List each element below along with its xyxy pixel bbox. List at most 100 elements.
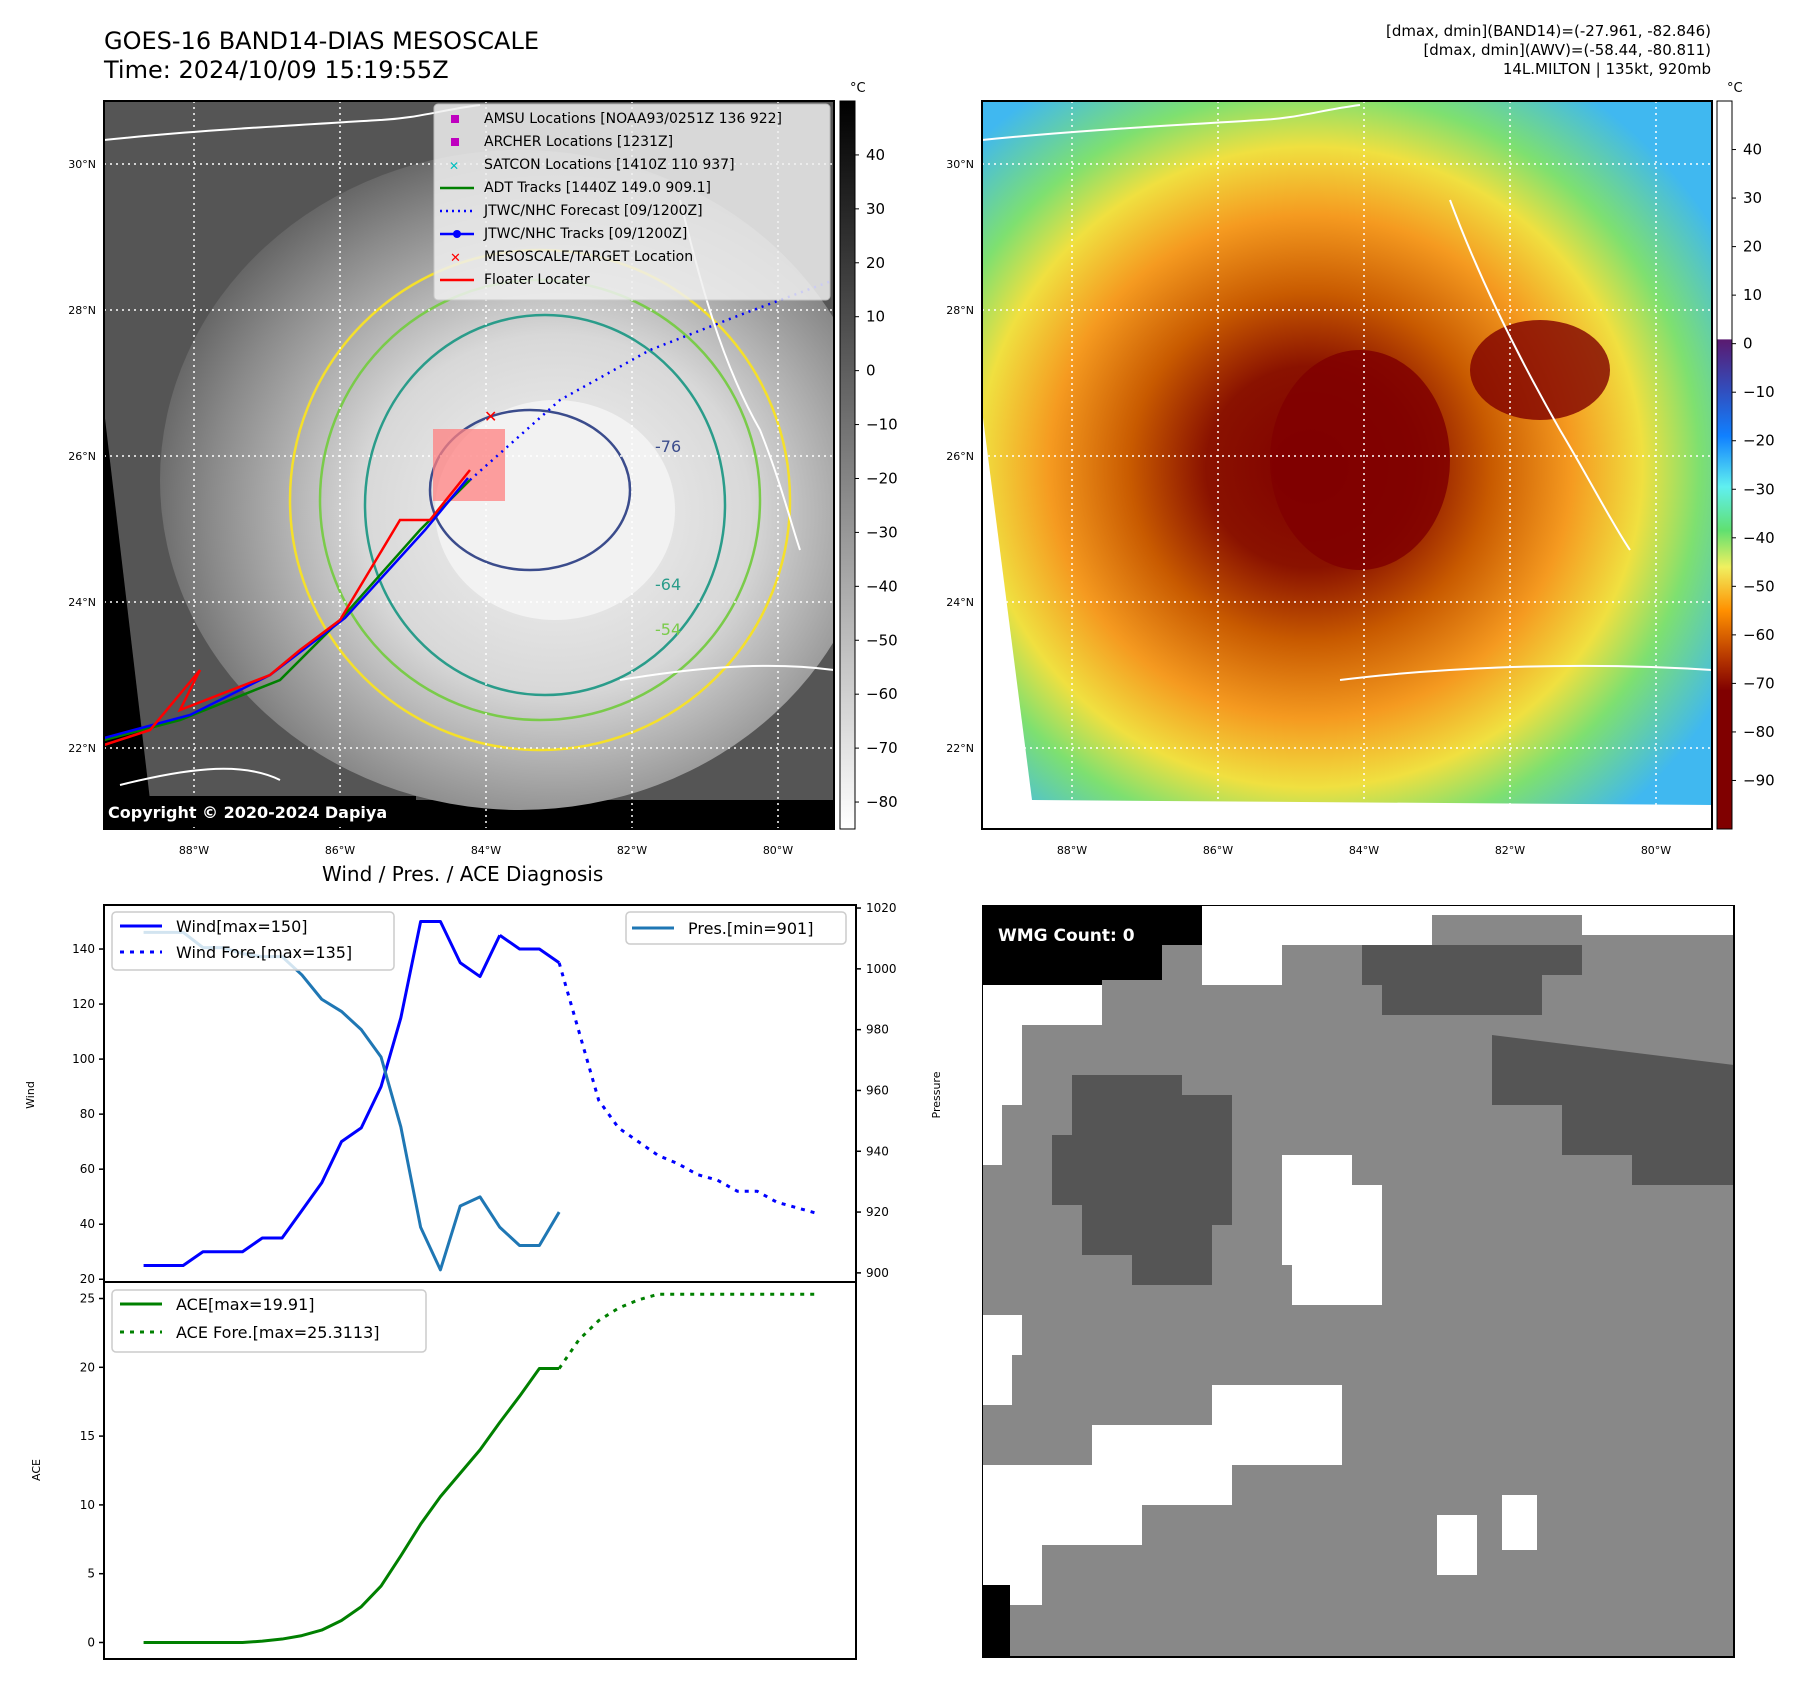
- legend-item: SATCON Locations [1410Z 110 937]: [484, 157, 735, 173]
- pressure-tick: 1020: [866, 901, 897, 915]
- legend-item: Wind[max=150]: [176, 917, 308, 936]
- coastline: [982, 104, 1361, 141]
- floater-track: [104, 469, 471, 747]
- legend-item: Wind Fore.[max=135]: [176, 943, 352, 962]
- colorbar-tick: −80: [1743, 723, 1775, 741]
- colorbar-right: [1716, 100, 1733, 830]
- wind-tick: 120: [72, 997, 95, 1011]
- colorbar-tick: 0: [866, 362, 876, 380]
- legend-item: MESOSCALE/TARGET Location: [484, 249, 693, 265]
- wind-line: [498, 934, 561, 965]
- contour-navy: [428, 408, 632, 572]
- contour-teal: [363, 313, 727, 697]
- wind-tick: 20: [80, 1272, 95, 1286]
- band14-range: [dmax, dmin](BAND14)=(-27.961, -82.846): [1386, 22, 1711, 40]
- colorbar-tick: −40: [866, 577, 898, 595]
- copyright-box: [104, 796, 416, 826]
- pressure-tick: 920: [866, 1205, 889, 1219]
- figure-title: GOES-16 BAND14-DIAS MESOSCALE: [104, 27, 540, 55]
- wind-tick: 140: [72, 942, 95, 956]
- legend-item: JTWC/NHC Tracks [09/1200Z]: [483, 226, 687, 242]
- pressure-tick: 940: [866, 1144, 889, 1158]
- colorbar-tick: −10: [1743, 383, 1775, 401]
- colorbar-tick: 20: [1743, 238, 1762, 256]
- floater-box: [433, 429, 505, 501]
- lon-tick: 88°W: [1057, 844, 1087, 857]
- ace-axis-label: ACE: [30, 1459, 43, 1481]
- pressure-tick: 1000: [866, 962, 897, 976]
- wmg-dark-region: [1492, 1035, 1734, 1185]
- ace-tick: 20: [80, 1360, 95, 1374]
- wmg-black-region: [982, 905, 1202, 985]
- colorbar-tick: −70: [1743, 674, 1775, 692]
- lon-tick: 88°W: [179, 844, 209, 857]
- lat-tick: 22°N: [946, 742, 974, 755]
- cold-band: [1470, 320, 1610, 420]
- lat-tick: 30°N: [68, 158, 96, 171]
- archer-marker-icon: [451, 138, 459, 146]
- ace-tick: 5: [87, 1567, 95, 1581]
- ace-tick: 0: [87, 1635, 95, 1649]
- lat-tick: 24°N: [946, 596, 974, 609]
- legend-item: Floater Locater: [484, 272, 590, 288]
- wmg-white-region: [1282, 1155, 1382, 1305]
- colorbar-tick: 0: [1743, 335, 1753, 353]
- lon-tick: 86°W: [1203, 844, 1233, 857]
- pressure-tick: 960: [866, 1083, 889, 1097]
- map-frame: [981, 100, 1713, 830]
- lon-tick: 80°W: [1641, 844, 1671, 857]
- coastline: [619, 664, 834, 681]
- ace-tick: 15: [80, 1429, 95, 1443]
- legend-item: AMSU Locations [NOAA93/0251Z 136 922]: [484, 111, 782, 127]
- wind-tick: 100: [72, 1052, 95, 1066]
- lon-tick: 82°W: [1495, 844, 1525, 857]
- pressure-axis-label: Pressure: [930, 1071, 943, 1118]
- legend-item: ACE[max=19.91]: [176, 1295, 315, 1314]
- wind-tick: 60: [80, 1162, 95, 1176]
- colorbar-tick: −50: [1743, 577, 1775, 595]
- chart-title: Wind / Pres. / ACE Diagnosis: [322, 862, 604, 886]
- lon-tick: 80°W: [763, 844, 793, 857]
- wmg-count: WMG Count: 0: [998, 926, 1135, 946]
- lat-tick: 28°N: [946, 304, 974, 317]
- colorbar-tick: −30: [866, 523, 898, 541]
- colorbar-tick: −40: [1743, 529, 1775, 547]
- colorbar-tick: 20: [866, 254, 885, 272]
- legend-item: ARCHER Locations [1231Z]: [484, 134, 673, 150]
- wmg-white-region: [982, 1385, 1342, 1605]
- wmg-white-region: [982, 1315, 1022, 1405]
- wmg-panel: WMG Count: 0: [982, 905, 1735, 1658]
- track-dot-icon: [453, 230, 461, 238]
- ace-line: [143, 1367, 560, 1644]
- wind-tick: 80: [80, 1107, 95, 1121]
- legend-item: Pres.[min=901]: [688, 919, 813, 938]
- contour-label: -64: [655, 575, 681, 594]
- colorbar-tick: −10: [866, 416, 898, 434]
- lon-tick: 86°W: [325, 844, 355, 857]
- awv-range: [dmax, dmin](AWV)=(-58.44, -80.811): [1423, 41, 1711, 59]
- ace-forecast-line: [557, 1292, 817, 1370]
- wmg-black-region: [982, 1585, 1010, 1657]
- wmg-white-region: [1202, 905, 1734, 985]
- wmg-dark-region: [1362, 945, 1582, 1015]
- ace-legend: ACE[max=19.91] ACE Fore.[max=25.3113]: [111, 1289, 427, 1353]
- pressure-tick: 900: [866, 1266, 889, 1280]
- ace-tick: 10: [80, 1498, 95, 1512]
- wind-forecast-line: [557, 962, 817, 1215]
- colorbar-tick: 10: [866, 308, 885, 326]
- colorbar-tick: 30: [866, 200, 885, 218]
- wmg-white-region: [982, 985, 1102, 1165]
- contour-label: -54: [655, 620, 681, 639]
- pres-legend: Pres.[min=901]: [625, 911, 847, 945]
- colorbar-tick: 30: [1743, 189, 1762, 207]
- colorbar-tick: −90: [1743, 771, 1775, 789]
- lat-tick: 24°N: [68, 596, 96, 609]
- colorbar-tick: −60: [866, 685, 898, 703]
- colorbar-tick: −80: [866, 793, 898, 811]
- map-legend: AMSU Locations [NOAA93/0251Z 136 922] AR…: [433, 103, 831, 301]
- wmg-dark-region: [1052, 1075, 1232, 1285]
- wind-line: [143, 920, 502, 1267]
- coastline: [119, 767, 281, 786]
- colorbar-tick: −20: [1743, 432, 1775, 450]
